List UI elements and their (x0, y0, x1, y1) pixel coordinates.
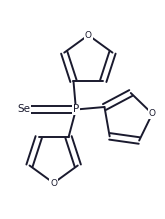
Text: O: O (50, 178, 57, 187)
Text: O: O (85, 31, 92, 40)
Text: O: O (149, 109, 156, 118)
Text: P: P (73, 104, 79, 115)
Text: Se: Se (17, 104, 30, 115)
